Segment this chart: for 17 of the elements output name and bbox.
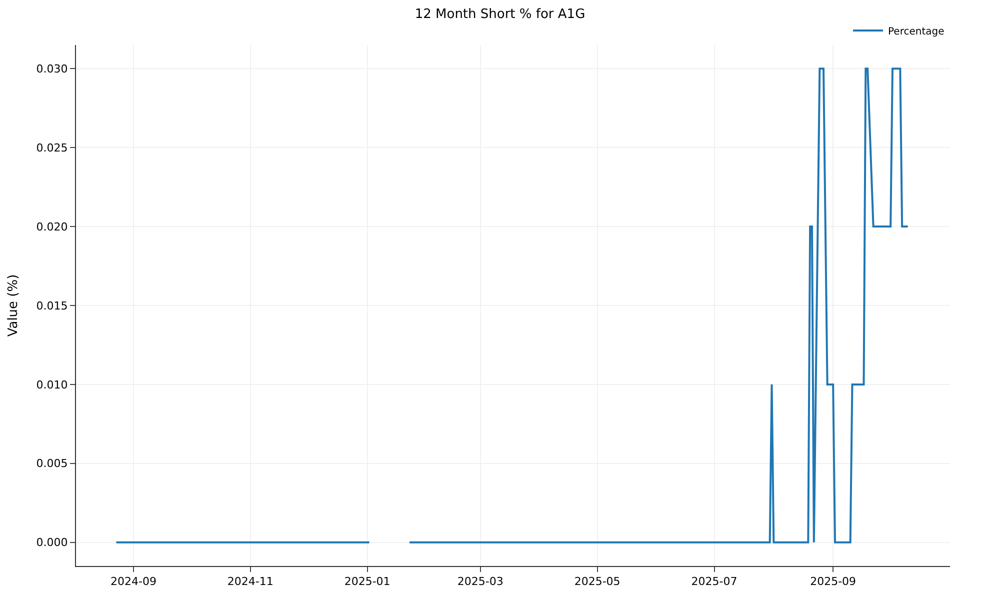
chart-title: 12 Month Short % for A1G	[414, 7, 586, 22]
y-tick-label: 0.025	[36, 141, 68, 154]
x-tick-label: 2024-09	[110, 575, 156, 588]
y-tick-label: 0.005	[36, 457, 68, 470]
x-tick-label: 2025-05	[574, 575, 620, 588]
y-tick-label: 0.010	[36, 378, 68, 392]
y-axis-title: Value (%)	[6, 274, 22, 337]
y-tick-label: 0.015	[36, 299, 68, 312]
y-tick-label: 0.030	[36, 62, 68, 76]
x-tick-label: 2025-07	[691, 575, 738, 588]
y-tick-label: 0.000	[36, 536, 68, 550]
legend-label: Percentage	[888, 26, 944, 38]
x-tick-label: 2025-09	[810, 575, 856, 588]
y-tick-label: 0.020	[36, 220, 68, 234]
x-tick-label: 2025-01	[344, 575, 390, 588]
x-tick-label: 2024-11	[227, 575, 274, 588]
x-tick-label: 2025-03	[457, 575, 504, 588]
